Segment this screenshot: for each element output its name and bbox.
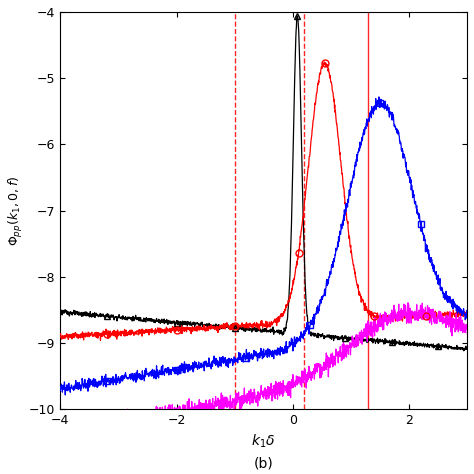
Y-axis label: $\Phi_{pp}(k_1,0,f)$: $\Phi_{pp}(k_1,0,f)$ (7, 175, 25, 246)
X-axis label: $k_1\delta$: $k_1\delta$ (252, 433, 276, 450)
Text: (b): (b) (254, 457, 273, 471)
